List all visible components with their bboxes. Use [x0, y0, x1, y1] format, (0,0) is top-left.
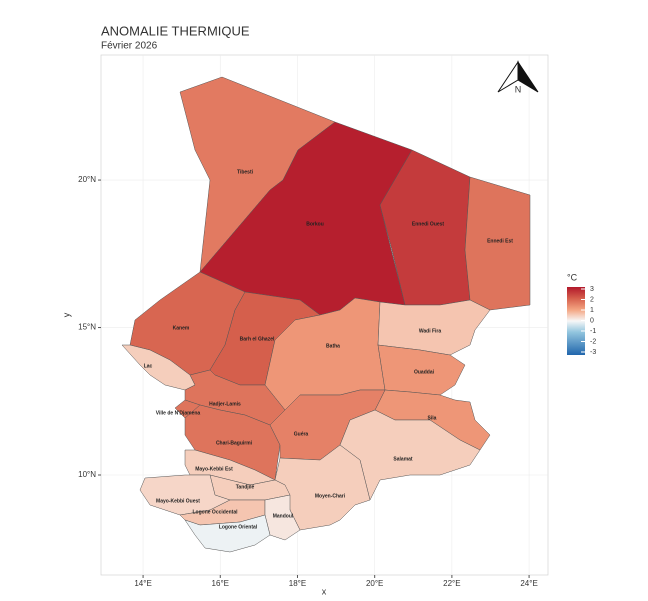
- legend-label: -3: [590, 349, 596, 356]
- region-label: Moyen-Chari: [315, 493, 346, 499]
- legend-label: 1: [590, 307, 594, 314]
- y-tick-label: 10°N: [78, 470, 96, 479]
- legend-label: 3: [590, 286, 594, 293]
- subtitle: Février 2026: [101, 41, 158, 52]
- north-label: N: [515, 84, 522, 94]
- region-label: Ennedi Est: [487, 238, 513, 244]
- y-tick-label: 15°N: [78, 323, 96, 332]
- region-label: Sila: [428, 415, 437, 421]
- region-label: Barh el Ghazel: [240, 336, 275, 342]
- region-label: Batha: [326, 343, 340, 349]
- region: [184, 514, 271, 553]
- region-label: Mandoul: [273, 513, 294, 519]
- title: ANOMALIE THERMIQUE: [101, 23, 250, 38]
- region-label: Ville de N'Djamena: [156, 410, 201, 416]
- region-label: Tandjilé: [236, 484, 255, 490]
- x-tick-label: 18°E: [289, 579, 306, 588]
- x-tick-label: 16°E: [212, 579, 229, 588]
- legend-label: -1: [590, 328, 596, 335]
- x-tick-label: 22°E: [443, 579, 460, 588]
- region-label: Tibesti: [237, 169, 254, 175]
- x-axis-label: x: [322, 586, 327, 596]
- region-label: Guéra: [294, 431, 309, 437]
- x-tick-label: 20°E: [366, 579, 383, 588]
- region-label: Salamat: [393, 456, 413, 462]
- region-label: Hadjer-Lamis: [209, 401, 241, 407]
- north-arrow: N: [497, 60, 539, 94]
- region-label: Mayo-Kebbi Ouest: [156, 498, 200, 504]
- region-label: Chari-Baguirmi: [216, 440, 253, 446]
- legend: 3 2 1 0 -1 -2 -3: [581, 286, 596, 356]
- x-tick-label: 14°E: [134, 579, 151, 588]
- legend-label: -2: [590, 338, 596, 345]
- regions: Tibesti Borkou Ennedi Ouest Ennedi Est Kanem…: [121, 76, 531, 553]
- region-label: Logone Occidental: [192, 509, 238, 515]
- region-label: Kanem: [173, 325, 190, 331]
- region-label: Wadi Fira: [419, 328, 442, 334]
- legend-label: 0: [590, 317, 594, 324]
- region-label: Ennedi Ouest: [412, 221, 445, 227]
- y-axis-label: y: [61, 312, 71, 317]
- region-label: Borkou: [306, 221, 324, 227]
- legend-title: °C: [567, 272, 578, 282]
- region: [339, 409, 481, 501]
- x-tick-label: 24°E: [520, 579, 537, 588]
- arrow-right: [517, 60, 539, 93]
- y-tick-label: 20°N: [78, 175, 96, 184]
- region-label: Ouaddai: [414, 369, 435, 375]
- legend-label: 2: [590, 296, 594, 303]
- region-label: Mayo-Kebbi Est: [195, 466, 233, 472]
- region-label: Logone Oriental: [219, 524, 258, 530]
- region-label: Lac: [144, 363, 153, 369]
- color-bar: [567, 287, 585, 355]
- region: [184, 404, 281, 481]
